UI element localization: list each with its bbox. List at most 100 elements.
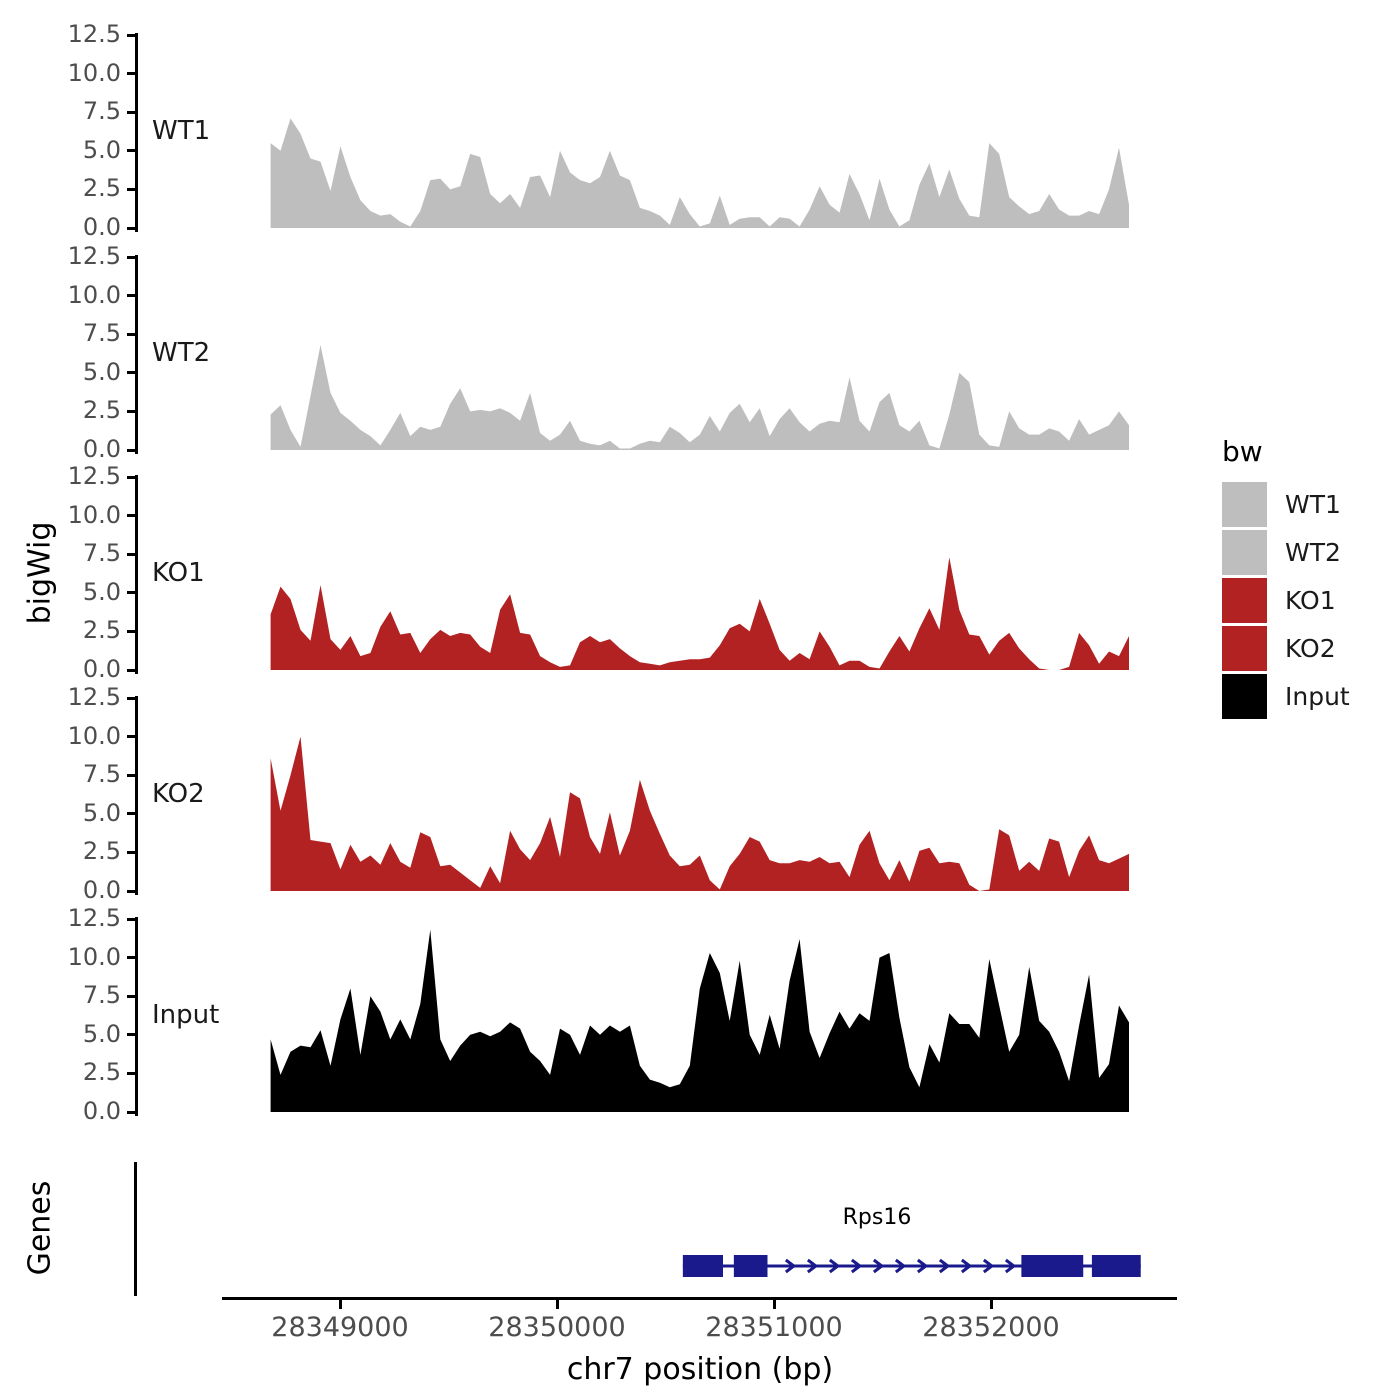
y-tick xyxy=(127,1033,135,1037)
y-tick-label: 10.0 xyxy=(67,280,121,309)
y-tick-label: 7.5 xyxy=(82,760,121,789)
y-tick-label: 2.5 xyxy=(82,396,121,425)
y-tick xyxy=(127,591,135,595)
panel-spine-wt1 xyxy=(135,33,138,232)
track-label-ko1: KO1 xyxy=(152,557,205,588)
y-tick xyxy=(127,255,135,259)
y-tick xyxy=(127,475,135,479)
x-axis-line xyxy=(222,1297,1177,1300)
x-axis-title: chr7 position (bp) xyxy=(566,1352,834,1387)
x-tick xyxy=(772,1300,776,1309)
y-tick-label: 0.0 xyxy=(82,876,121,904)
y-tick-label: 0.0 xyxy=(82,435,121,463)
y-tick-label: 7.5 xyxy=(82,981,121,1010)
legend-item-input: Input xyxy=(1222,674,1350,719)
panel-spine-wt2 xyxy=(135,255,138,454)
legend-label: KO2 xyxy=(1285,634,1336,663)
y-axis-title-genes: Genes xyxy=(22,1180,58,1276)
x-tick-label: 28350000 xyxy=(488,1312,626,1343)
y-tick xyxy=(127,448,135,452)
y-tick-label: 5.0 xyxy=(82,577,121,606)
legend: bw WT1 WT2 KO1 KO2 Input xyxy=(1222,435,1350,722)
y-tick xyxy=(127,552,135,556)
y-tick xyxy=(127,332,135,336)
x-tick-label: 28349000 xyxy=(271,1312,409,1343)
y-tick xyxy=(127,149,135,153)
track-label-wt1: WT1 xyxy=(152,115,211,146)
panel-spine-ko2 xyxy=(135,696,138,895)
legend-label: KO1 xyxy=(1285,586,1336,615)
legend-title: bw xyxy=(1222,435,1263,468)
y-tick xyxy=(127,850,135,854)
legend-swatch xyxy=(1222,578,1267,623)
y-tick-label: 5.0 xyxy=(82,357,121,386)
y-tick xyxy=(127,1110,135,1114)
y-tick-label: 10.0 xyxy=(67,58,121,87)
y-tick-label: 5.0 xyxy=(82,135,121,164)
legend-label: WT1 xyxy=(1285,490,1341,519)
y-tick-label: 12.5 xyxy=(67,683,121,711)
y-tick xyxy=(127,629,135,633)
y-tick xyxy=(127,514,135,518)
track-label-input: Input xyxy=(152,999,220,1030)
panel-spine-ko1 xyxy=(135,475,138,674)
y-tick xyxy=(127,187,135,191)
y-tick xyxy=(127,72,135,76)
y-tick xyxy=(127,917,135,921)
y-tick xyxy=(127,696,135,700)
y-tick-label: 10.0 xyxy=(67,721,121,750)
y-tick-label: 12.5 xyxy=(67,904,121,932)
y-tick xyxy=(127,735,135,739)
legend-item-wt2: WT2 xyxy=(1222,530,1350,575)
y-tick-label: 5.0 xyxy=(82,798,121,827)
legend-label: WT2 xyxy=(1285,538,1341,567)
y-tick-label: 0.0 xyxy=(82,1097,121,1125)
x-tick-label: 28351000 xyxy=(705,1312,843,1343)
y-tick-label: 2.5 xyxy=(82,174,121,203)
y-tick xyxy=(127,33,135,37)
x-tick xyxy=(555,1300,559,1309)
y-tick xyxy=(127,371,135,375)
y-tick-label: 2.5 xyxy=(82,837,121,866)
y-tick xyxy=(127,226,135,230)
legend-swatch xyxy=(1222,530,1267,575)
y-tick-label: 5.0 xyxy=(82,1019,121,1048)
y-tick xyxy=(127,956,135,960)
y-tick xyxy=(127,889,135,893)
genes-panel-spine xyxy=(134,1162,137,1296)
y-tick-label: 7.5 xyxy=(82,319,121,348)
y-tick xyxy=(127,294,135,298)
x-tick xyxy=(989,1300,993,1309)
track-area-ko1 xyxy=(270,557,1130,670)
y-tick-label: 2.5 xyxy=(82,1058,121,1087)
y-tick xyxy=(127,668,135,672)
track-label-ko2: KO2 xyxy=(152,778,205,809)
y-tick xyxy=(127,409,135,413)
gene-model-rps16 xyxy=(682,1255,1141,1277)
legend-items: WT1 WT2 KO1 KO2 Input xyxy=(1222,482,1350,719)
y-tick-label: 7.5 xyxy=(82,97,121,126)
legend-swatch xyxy=(1222,482,1267,527)
y-axis-title-bigwig: bigWig xyxy=(22,521,58,625)
y-tick xyxy=(127,773,135,777)
y-tick-label: 0.0 xyxy=(82,213,121,241)
y-tick-label: 2.5 xyxy=(82,616,121,645)
legend-swatch xyxy=(1222,626,1267,671)
y-tick-label: 10.0 xyxy=(67,942,121,971)
x-tick xyxy=(338,1300,342,1309)
track-area-wt2 xyxy=(270,345,1130,450)
track-area-wt1 xyxy=(270,118,1130,228)
track-area-input xyxy=(270,929,1130,1112)
legend-swatch xyxy=(1222,674,1267,719)
y-tick-label: 10.0 xyxy=(67,500,121,529)
panel-spine-input xyxy=(135,917,138,1116)
y-tick-label: 12.5 xyxy=(67,242,121,270)
legend-item-wt1: WT1 xyxy=(1222,482,1350,527)
y-tick-label: 12.5 xyxy=(67,462,121,490)
y-tick-label: 7.5 xyxy=(82,539,121,568)
y-tick xyxy=(127,994,135,998)
y-tick-label: 0.0 xyxy=(82,655,121,683)
y-tick-label: 12.5 xyxy=(67,20,121,48)
y-tick xyxy=(127,812,135,816)
